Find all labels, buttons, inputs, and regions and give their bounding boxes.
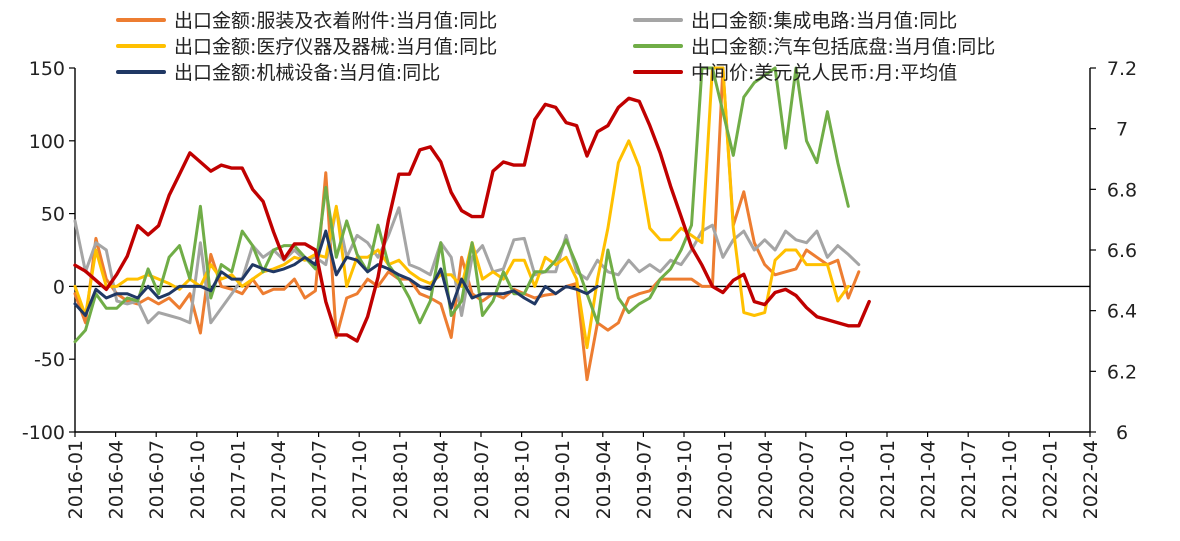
y-left-tick-label: 100 [29, 131, 65, 153]
x-tick-label: 2021-01 [877, 440, 899, 519]
x-tick-label: 2016-01 [65, 440, 87, 519]
legend-label-4: 出口金额:汽车包括底盘:当月值:同比 [691, 36, 995, 58]
series-line-4 [73, 66, 850, 344]
legend-label-6: 中间价:美元兑人民币:月:平均值 [691, 62, 957, 84]
x-tick-label: 2016-04 [106, 440, 128, 519]
legend-label-5: 出口金额:机械设备:当月值:同比 [174, 62, 440, 84]
y-left-tick-label: -100 [22, 422, 65, 444]
x-tick-label: 2016-07 [146, 440, 168, 519]
y-right-tick-label: 6.6 [1107, 240, 1137, 262]
legend-layer: 出口金额:服装及衣着附件:当月值:同比 出口金额:集成电路:当月值:同比出口金额:… [116, 10, 995, 84]
y-right-tick-label: 6.4 [1107, 301, 1137, 323]
x-tick-label: 2022-04 [1080, 440, 1102, 519]
y-left-tick-label: -50 [34, 349, 65, 371]
y-right-tick-label: 6.2 [1107, 361, 1137, 383]
y-left-tick-label: 150 [29, 58, 65, 80]
y-left-tick-label: 0 [53, 276, 65, 298]
x-tick-label: 2019-07 [633, 440, 655, 519]
x-tick-label: 2021-10 [999, 440, 1021, 519]
series-line-6 [73, 96, 871, 343]
x-tick-label: 2018-10 [512, 440, 534, 519]
x-tick-label: 2018-07 [471, 440, 493, 519]
y-right-tick-label: 6 [1116, 422, 1128, 444]
x-tick-label: 2021-04 [918, 440, 940, 519]
x-tick-label: 2017-04 [268, 440, 290, 519]
x-tick-label: 2022-01 [1039, 440, 1061, 519]
legend-label-3: 出口金额:医疗仪器及器械:当月值:同比 [174, 36, 497, 58]
series-line-5 [73, 229, 599, 317]
y-left-tick-label: 50 [41, 204, 65, 226]
x-tick-label: 2020-01 [715, 440, 737, 519]
series-line-3 [73, 66, 850, 350]
x-tick-label: 2016-10 [187, 440, 209, 519]
x-tick-label: 2020-04 [755, 440, 777, 519]
x-tick-label: 2019-01 [552, 440, 574, 519]
lines-layer [73, 66, 871, 382]
x-tick-label: 2020-07 [796, 440, 818, 519]
x-tick-label: 2017-01 [227, 440, 249, 519]
axes-layer: 150 100 50 0 -50 -100 7.2 7 6.8 6.6 6.4 6.2 6 2016-01… [22, 58, 1137, 519]
y-right-tick-label: 6.8 [1107, 179, 1137, 201]
x-tick-label: 2018-04 [430, 440, 452, 519]
x-tick-label: 2020-10 [836, 440, 858, 519]
x-tick-label: 2018-01 [390, 440, 412, 519]
y-right-tick-label: 7.2 [1107, 58, 1137, 80]
x-tick-label: 2019-04 [593, 440, 615, 519]
legend-label-1: 出口金额:服装及衣着附件:当月值:同比 [174, 10, 497, 32]
legend-label-2: 出口金额:集成电路:当月值:同比 [691, 10, 957, 32]
x-tick-label: 2021-07 [958, 440, 980, 519]
x-tick-label: 2019-10 [674, 440, 696, 519]
x-tick-label: 2017-10 [349, 440, 371, 519]
y-right-tick-label: 7 [1116, 119, 1128, 141]
x-tick-label: 2017-07 [309, 440, 331, 519]
